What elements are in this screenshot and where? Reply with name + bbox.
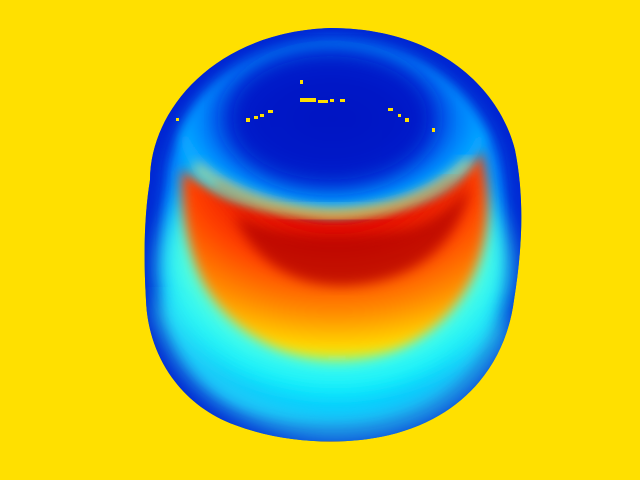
- cup-body: [144, 28, 522, 442]
- noise-speckles: [176, 80, 435, 132]
